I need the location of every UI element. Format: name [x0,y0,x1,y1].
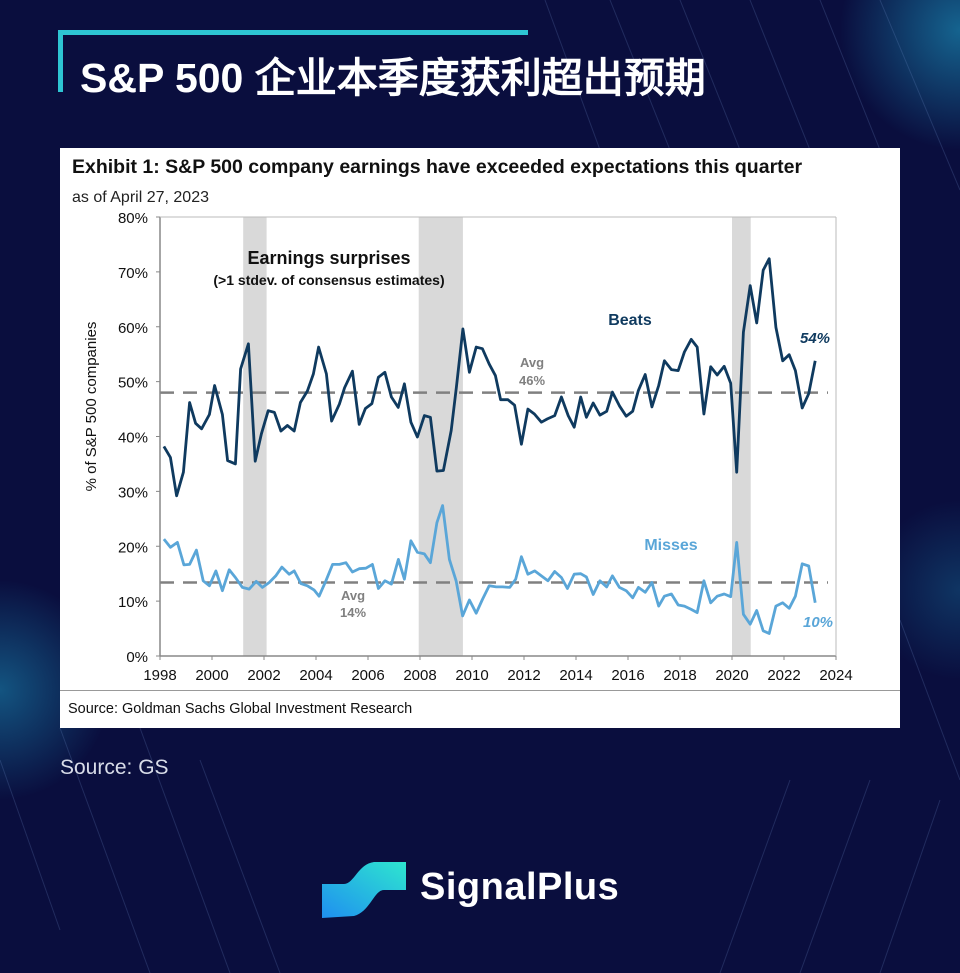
x-tick-label: 2002 [247,667,280,684]
annotation-subtitle: (>1 stdev. of consensus estimates) [213,272,444,288]
x-tick-label: 2010 [455,667,488,684]
avg-label-misses: Avg [341,588,365,603]
y-tick-label: 0% [126,649,148,666]
brand-name: SignalPlus [420,866,620,908]
x-tick-label: 2008 [403,667,436,684]
series-line-beats [162,257,817,498]
x-tick-label: 2024 [819,667,852,684]
y-tick-label: 40% [118,430,148,447]
x-tick-label: 2016 [611,667,644,684]
end-label-misses: 10% [803,614,833,631]
y-tick-label: 30% [118,484,148,501]
chart-subtitle: as of April 27, 2023 [72,189,209,206]
page-title: S&P 500 企业本季度获利超出预期 [80,55,706,101]
annotation-title: Earnings surprises [247,248,410,268]
source-divider [60,690,900,691]
y-tick-label: 10% [118,594,148,611]
x-tick-label: 2012 [507,667,540,684]
chart-source: Source: Goldman Sachs Global Investment … [68,701,413,717]
y-axis-label: % of S&P 500 companies [83,322,100,492]
avg-value-beats: 46% [519,373,545,388]
title-accent-bar [58,30,528,35]
x-tick-label: 2020 [715,667,748,684]
y-tick-label: 70% [118,265,148,282]
y-tick-label: 50% [118,375,148,392]
x-tick-label: 2018 [663,667,696,684]
x-tick-label: 2014 [559,667,592,684]
x-tick-label: 2022 [767,667,800,684]
x-tick-label: 1998 [143,667,176,684]
avg-value-misses: 14% [340,605,366,620]
y-tick-label: 20% [118,539,148,556]
series-label-misses: Misses [644,537,697,554]
image-source: Source: GS [60,756,169,779]
y-tick-label: 60% [118,320,148,337]
x-tick-label: 2006 [351,667,384,684]
series-line-misses [162,504,817,635]
signalplus-logo-icon [322,862,406,918]
end-label-beats: 54% [800,330,830,347]
avg-label-beats: Avg [520,355,544,370]
x-tick-label: 2000 [195,667,228,684]
title-accent-bar-vertical [58,30,63,92]
chart-title: Exhibit 1: S&P 500 company earnings have… [72,156,803,178]
x-tick-label: 2004 [299,667,332,684]
y-tick-label: 80% [118,210,148,227]
chart-panel [60,148,900,728]
series-label-beats: Beats [608,312,652,329]
